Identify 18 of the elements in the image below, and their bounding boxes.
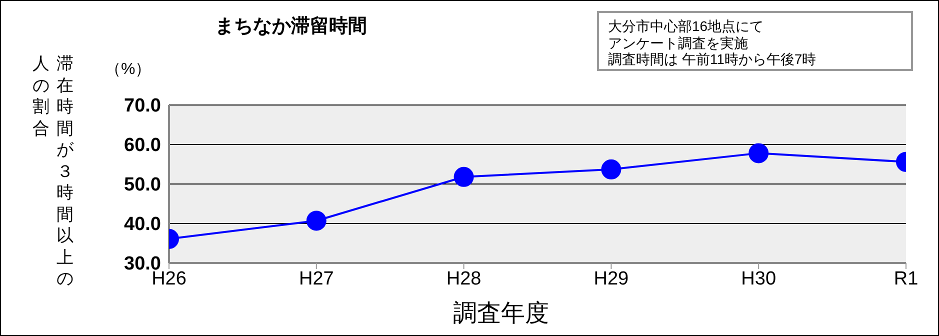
x-tick-label: H29 xyxy=(594,268,629,290)
text: 大分市中心部16地点にて xyxy=(608,18,765,34)
point xyxy=(454,166,474,187)
y-tick-label: 70.0 xyxy=(124,96,161,117)
x-tick-label: H27 xyxy=(298,268,334,290)
point xyxy=(601,159,622,180)
y-tick-label: 60.0 xyxy=(124,135,161,156)
text: 調査時間は 午前11時から午後7時 xyxy=(608,51,818,68)
text: アンケート調査を実施 xyxy=(608,34,749,51)
x-tick-label: H28 xyxy=(446,268,482,290)
y-tick-label: 50.0 xyxy=(124,174,161,196)
y-tick-label: 40.0 xyxy=(124,214,161,236)
text: （%） xyxy=(105,60,152,80)
x-axis-title: 調査年度 xyxy=(452,299,550,329)
chart-title: まちなか滞留時間 xyxy=(214,15,368,39)
text: 滞在時間が３時間以上の人の割合 xyxy=(32,54,74,288)
x-tick-label: H30 xyxy=(741,268,776,290)
x-tick-label: R1 xyxy=(894,268,918,290)
